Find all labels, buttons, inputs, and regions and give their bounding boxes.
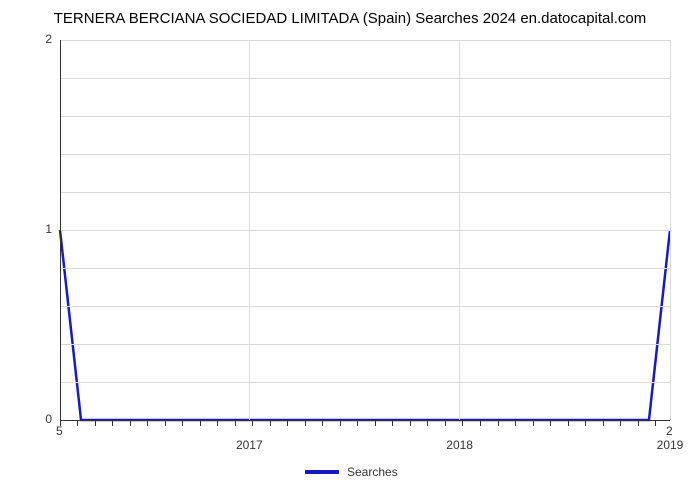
axis-left: [60, 40, 61, 420]
x-minor-tick: [620, 420, 621, 426]
y-tick-label: 1: [22, 222, 52, 236]
grid-h-minor: [60, 78, 670, 79]
y-tick-label: 0: [22, 412, 52, 426]
x-corner-left-label: 5: [56, 424, 63, 438]
x-minor-tick: [305, 420, 306, 426]
x-minor-tick: [252, 420, 253, 426]
x-minor-tick: [60, 420, 61, 426]
x-tick-label: 2018: [446, 438, 473, 452]
x-minor-tick: [130, 420, 131, 426]
x-minor-tick: [322, 420, 323, 426]
x-minor-tick: [147, 420, 148, 426]
x-minor-tick: [568, 420, 569, 426]
x-minor-tick: [95, 420, 96, 426]
x-minor-tick: [427, 420, 428, 426]
x-minor-tick: [235, 420, 236, 426]
x-minor-tick: [217, 420, 218, 426]
x-minor-tick: [165, 420, 166, 426]
grid-h-minor: [60, 382, 670, 383]
x-tick-label: 2017: [236, 438, 263, 452]
grid-h-minor: [60, 344, 670, 345]
grid-h-minor: [60, 306, 670, 307]
x-minor-tick: [77, 420, 78, 426]
legend-label: Searches: [347, 465, 398, 479]
x-minor-tick: [498, 420, 499, 426]
x-minor-tick: [375, 420, 376, 426]
x-minor-tick: [357, 420, 358, 426]
series-line: [0, 0, 700, 500]
y-tick-label: 2: [22, 32, 52, 46]
x-minor-tick: [287, 420, 288, 426]
grid-h: [60, 40, 670, 41]
grid-h-minor: [60, 116, 670, 117]
x-tick-label: 2019: [657, 438, 684, 452]
x-minor-tick: [603, 420, 604, 426]
x-corner-right-label: 2: [666, 424, 673, 438]
grid-h: [60, 230, 670, 231]
grid-h-minor: [60, 192, 670, 193]
chart-frame: TERNERA BERCIANA SOCIEDAD LIMITADA (Spai…: [0, 0, 700, 500]
x-minor-tick: [392, 420, 393, 426]
legend-swatch: [305, 470, 339, 474]
x-minor-tick: [182, 420, 183, 426]
x-minor-tick: [340, 420, 341, 426]
x-minor-tick: [533, 420, 534, 426]
grid-h-minor: [60, 268, 670, 269]
x-minor-tick: [480, 420, 481, 426]
axis-bottom: [60, 420, 670, 421]
x-minor-tick: [462, 420, 463, 426]
x-minor-tick: [550, 420, 551, 426]
x-minor-tick: [270, 420, 271, 426]
x-minor-tick: [200, 420, 201, 426]
grid-h-minor: [60, 154, 670, 155]
x-minor-tick: [112, 420, 113, 426]
x-minor-tick: [410, 420, 411, 426]
x-minor-tick: [585, 420, 586, 426]
x-minor-tick: [638, 420, 639, 426]
x-minor-tick: [515, 420, 516, 426]
x-minor-tick: [655, 420, 656, 426]
x-minor-tick: [445, 420, 446, 426]
